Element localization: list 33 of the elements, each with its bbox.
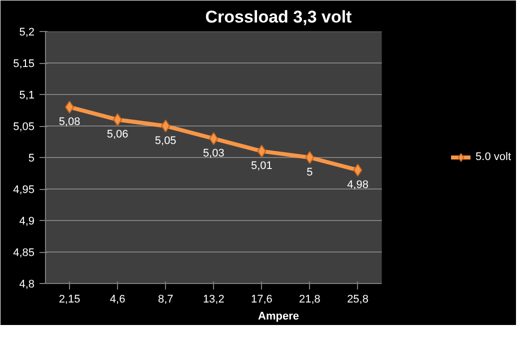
y-tick-label: 5,15	[13, 58, 35, 70]
data-label: 5,05	[154, 135, 176, 147]
data-label: 5,03	[202, 148, 224, 160]
point	[353, 164, 362, 177]
x-tick-label: 4,6	[110, 294, 126, 306]
x-tick-label: 17,6	[250, 294, 272, 306]
x-tick-label: 25,8	[347, 294, 368, 306]
y-tick-label: 4,85	[13, 247, 35, 259]
data-label: 4,98	[347, 179, 368, 192]
data-label: 5	[306, 166, 313, 178]
y-tick-label: 5,2	[19, 26, 35, 38]
point	[209, 132, 218, 146]
data-label: 5,01	[250, 160, 272, 172]
point	[257, 144, 266, 158]
x-tick-label: 2,15	[58, 294, 80, 306]
y-tick-label: 4,9	[19, 216, 35, 228]
point	[305, 151, 314, 164]
y-tick-label: 4,95	[13, 184, 35, 196]
point	[161, 120, 170, 132]
legend-label: 5.0 volt	[476, 151, 511, 163]
x-tick-label: 13,2	[202, 294, 224, 306]
chart-title: Crossload 3,3 volt	[205, 8, 352, 26]
x-tick-label: 8,7	[158, 294, 174, 306]
y-tick-label: 4,8	[19, 278, 35, 290]
data-label: 5,08	[58, 116, 80, 128]
y-tick-label: 5,1	[19, 90, 35, 102]
point	[113, 113, 122, 126]
point	[65, 100, 74, 114]
x-tick-label: 21,8	[299, 294, 320, 306]
y-tick-label: 5,05	[13, 121, 35, 133]
x-axis-title: Ampere	[258, 310, 299, 322]
y-tick-label: 5	[28, 152, 35, 164]
data-label: 5,06	[106, 128, 128, 141]
